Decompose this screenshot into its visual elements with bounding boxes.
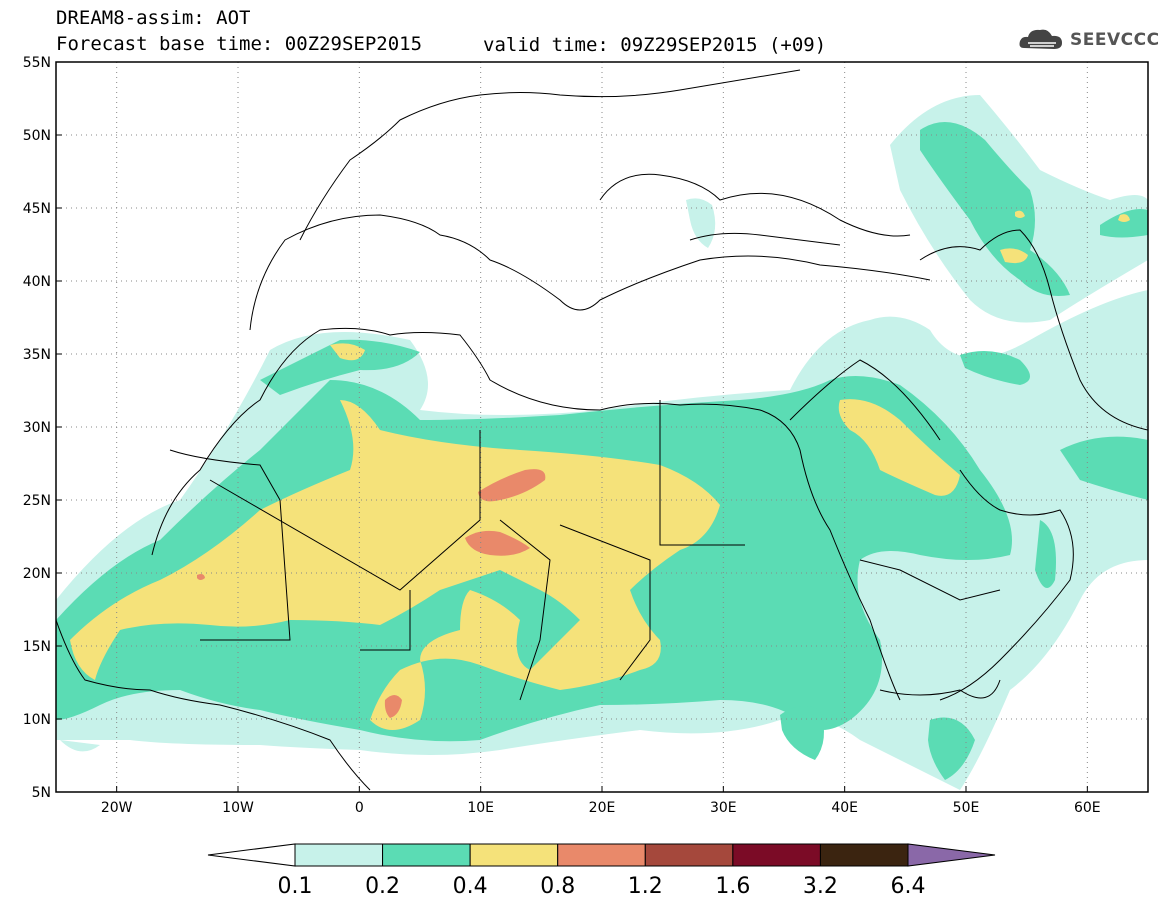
aot-band-0.4: [70, 210, 1130, 730]
colorbar-label: 0.4: [453, 874, 488, 899]
lon-tick-label: 10E: [467, 800, 494, 816]
lon-tick-label: 50E: [953, 800, 980, 816]
colorbar-under-arrow: [207, 843, 296, 867]
colorbar-swatch: [294, 843, 384, 867]
lat-tick-label: 25N: [23, 493, 51, 509]
colorbar-swatch: [382, 843, 471, 867]
axis-ticks: 55N 50N 45N 40N 35N 30N 25N 20N 15N 10N 5N 20W 10W 0 1…: [23, 55, 1101, 816]
lat-tick-label: 35N: [23, 347, 51, 363]
valid-time: valid time: 09Z29SEP2015 (+09): [483, 34, 827, 56]
lon-tick-label: 20E: [589, 800, 616, 816]
coastlines-and-borders: [56, 69, 1148, 791]
colorbar-swatch: [557, 843, 646, 867]
colorbar-swatch: [732, 843, 821, 867]
lat-tick-label: 15N: [23, 639, 51, 655]
colorbar-swatch: [819, 843, 909, 867]
logo-text: SEEVCCC: [1070, 30, 1160, 50]
lon-tick-label: 0: [355, 800, 364, 816]
colorbar-label: 1.6: [715, 874, 750, 899]
colorbar-label: 1.2: [628, 874, 663, 899]
forecast-base-time: Forecast base time: 00Z29SEP2015: [56, 33, 423, 55]
lat-tick-label: 50N: [23, 128, 51, 144]
colorbar-swatch: [469, 843, 559, 867]
lon-tick-label: 60E: [1074, 800, 1101, 816]
lat-tick-label: 30N: [23, 420, 51, 436]
aot-band-0.8: [197, 469, 546, 718]
lat-tick-label: 45N: [23, 201, 51, 217]
lon-tick-label: 40E: [831, 800, 858, 816]
aot-field: [56, 95, 1148, 790]
lat-tick-label: 5N: [32, 785, 51, 801]
colorbar-label: 0.8: [540, 874, 575, 899]
lon-tick-label: 10W: [222, 800, 254, 816]
lat-tick-label: 20N: [23, 566, 51, 582]
map-grid: [56, 62, 1148, 792]
colorbar: 0.1 0.2 0.4 0.8 1.2 1.6 3.2 6.4: [207, 843, 996, 899]
colorbar-label: 3.2: [803, 874, 838, 899]
colorbar-swatch: [644, 843, 734, 867]
lat-tick-label: 55N: [23, 55, 51, 71]
cloud-logo-icon: [1019, 29, 1062, 49]
lat-tick-label: 10N: [23, 712, 51, 728]
lon-tick-label: 30E: [710, 800, 737, 816]
model-title: DREAM8-assim: AOT: [56, 7, 251, 29]
colorbar-label: 0.2: [365, 874, 400, 899]
lon-tick-label: 20W: [101, 800, 133, 816]
lat-tick-label: 40N: [23, 274, 51, 290]
colorbar-label: 0.1: [278, 874, 313, 899]
colorbar-label: 6.4: [891, 874, 926, 899]
colorbar-over-arrow: [907, 843, 996, 867]
